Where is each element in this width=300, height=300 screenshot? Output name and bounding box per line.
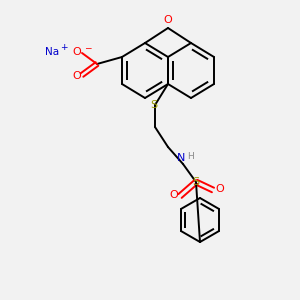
Text: Na: Na — [45, 47, 59, 57]
Text: +: + — [60, 43, 68, 52]
Text: O: O — [72, 47, 81, 57]
Text: O: O — [215, 184, 224, 194]
Text: N: N — [177, 153, 185, 163]
Text: O: O — [169, 190, 178, 200]
Text: H: H — [187, 152, 194, 161]
Text: S: S — [192, 177, 200, 187]
Text: O: O — [164, 15, 172, 25]
Text: −: − — [84, 44, 92, 52]
Text: O: O — [72, 71, 81, 81]
Text: S: S — [150, 100, 158, 110]
